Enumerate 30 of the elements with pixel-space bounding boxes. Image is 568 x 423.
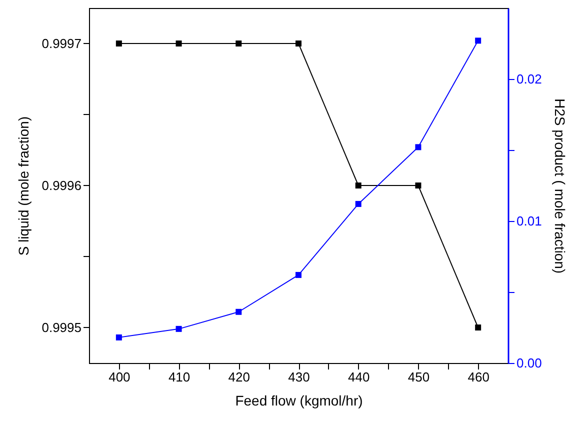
- point: [415, 182, 422, 188]
- x-axis-title: Feed flow (kgmol/hr): [235, 392, 363, 408]
- y-tick-label: 0.9995: [42, 320, 82, 335]
- x-tick-label: 410: [168, 370, 190, 384]
- point: [475, 38, 482, 44]
- y2-tick-label: 0.02: [516, 72, 542, 86]
- point: [296, 272, 302, 278]
- point: [296, 40, 302, 46]
- x-tick-label: 430: [288, 370, 310, 384]
- point: [355, 200, 362, 207]
- point: [355, 182, 362, 188]
- x-tick-label: 400: [108, 370, 130, 384]
- point: [236, 40, 242, 46]
- y2-axis-title: H2S product ( mole fraction): [552, 98, 568, 274]
- point: [176, 326, 182, 332]
- x-tick-label: 450: [408, 370, 430, 384]
- y-axis-title: S liquid (mole fraction): [16, 116, 32, 256]
- point: [116, 40, 122, 46]
- y-tick-label: 0.9996: [42, 178, 82, 193]
- point: [176, 40, 182, 46]
- y2-tick-label: 0.00: [516, 356, 542, 370]
- x-tick-label: 420: [228, 370, 250, 384]
- x-tick-label: 460: [468, 370, 490, 384]
- x-tick-label: 440: [348, 370, 370, 384]
- y-tick-label: 0.9997: [42, 36, 82, 51]
- point: [236, 308, 242, 315]
- point: [475, 324, 482, 330]
- point: [415, 144, 422, 150]
- point: [116, 334, 122, 340]
- y2-tick-label: 0.01: [516, 214, 542, 228]
